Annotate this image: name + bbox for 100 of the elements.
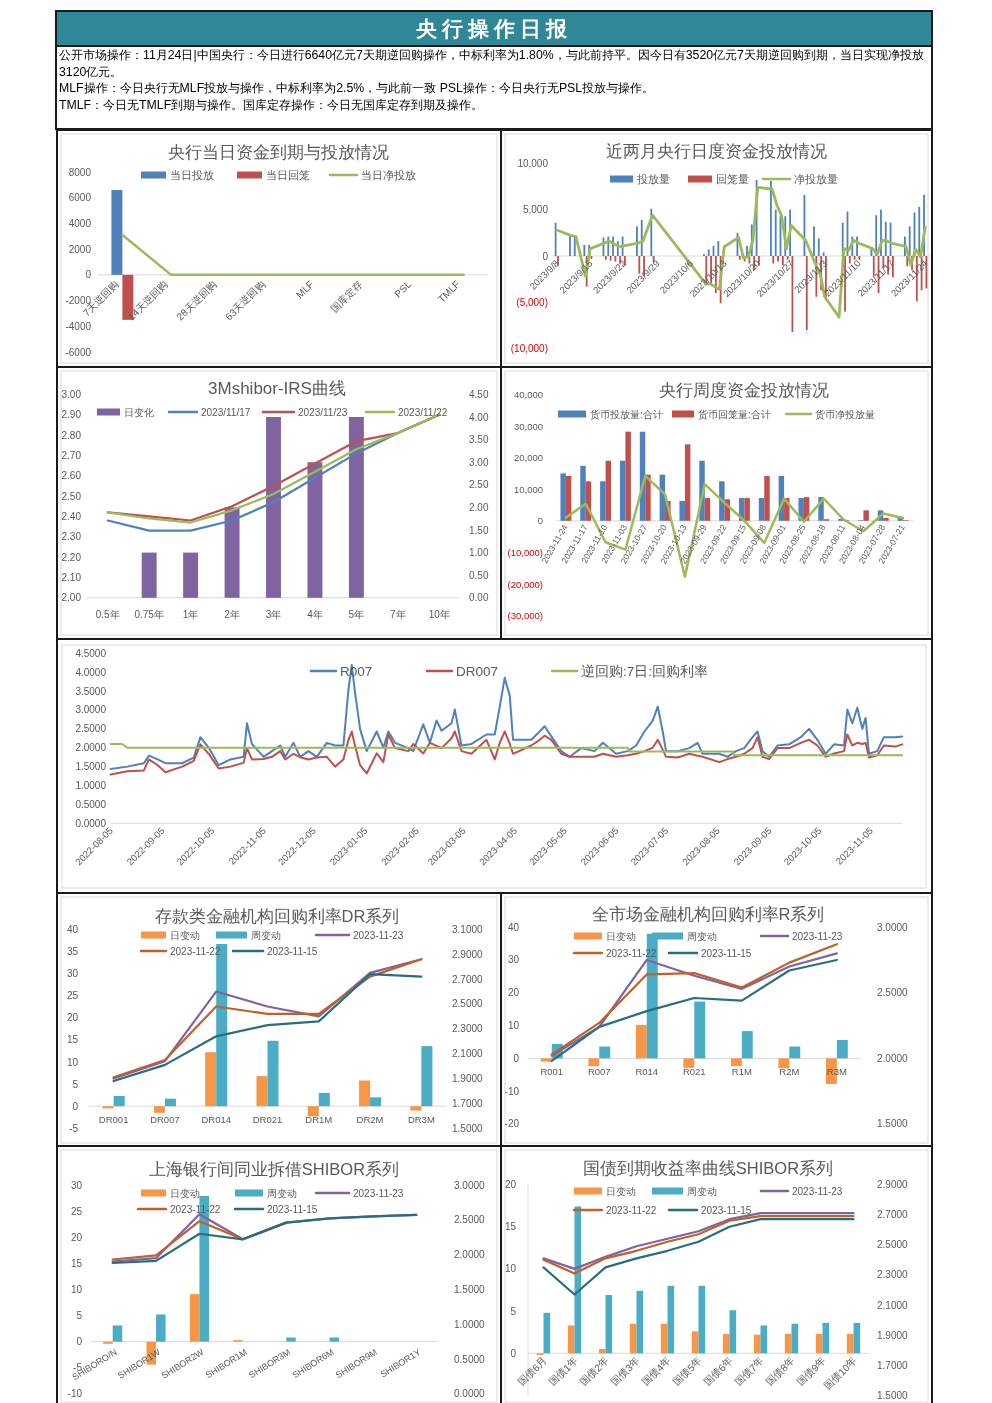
y-tick-label: 10 (507, 1020, 520, 1032)
y2-tick-label: 1.5000 (877, 1390, 909, 1401)
legend-label: 当日投放 (170, 168, 214, 181)
x-tick-label: R1M (731, 1066, 752, 1078)
y2-tick-label: 1.9000 (877, 1329, 909, 1341)
y-tick-label: 4.0000 (75, 666, 107, 678)
y2-tick-label: 2.5000 (877, 1239, 909, 1251)
text: MLF操作：今日央行无MLF投放与操作，中标利率为2.5%，与此前一致 PSL操作：今日央行无PSL投放与操作。 (59, 80, 656, 97)
y-tick-label: 2.40 (61, 510, 82, 522)
y-tick-label: 40 (507, 921, 520, 933)
x-tick-label: DR007 (150, 1114, 180, 1126)
legend-label: 周变动 (267, 1187, 297, 1199)
y2-tick-label: 2.3000 (452, 1023, 484, 1035)
y-tick-label: 30,000 (513, 420, 543, 432)
y-tick-label: 0 (72, 1100, 79, 1112)
y-tick-label: 2.50 (61, 490, 82, 502)
y-tick-label: (5,000) (516, 296, 548, 308)
x-tick-label: R021 (682, 1066, 706, 1078)
y-tick-label: 10 (504, 1263, 517, 1275)
y-tick-label: -10 (504, 1085, 520, 1097)
y-tick-label: 0 (537, 515, 543, 527)
legend-label: 2023-11-23 (792, 930, 843, 942)
x-tick-label: 3年 (265, 608, 282, 620)
y2-tick-label: 1.7000 (452, 1097, 484, 1109)
y-tick-label: 25 (70, 1205, 83, 1217)
y2-tick-label: 1.7000 (877, 1359, 909, 1371)
y-tick-label: (20,000) (507, 578, 543, 590)
y2-tick-label: 1.0000 (454, 1318, 486, 1330)
x-tick-label: R007 (587, 1066, 611, 1078)
y2-tick-label: 0.0000 (454, 1388, 486, 1400)
chart-title: 国债到期收益率曲线SHIBOR系列 (582, 1159, 834, 1177)
x-tick-label: 2年 (224, 608, 240, 620)
x-tick-label: 14天逆回购 (125, 278, 170, 323)
legend-label: 货币回笼量:合计 (698, 408, 771, 420)
y2-tick-label: 3.0000 (877, 921, 909, 933)
y2-tick-label: 2.9000 (452, 948, 484, 960)
legend-label: 回笼量 (716, 172, 749, 185)
y-tick-label: -4000 (65, 320, 92, 332)
y-tick-label: 0 (510, 1347, 517, 1359)
text: 公开市场操作：11月24日|中国央行：今日进行6640亿元7天期逆回购操作，中标利率为1.80%，与此前持平。因今日有3520亿元7天期逆回购到期，当日实现净投放3120亿元。 (59, 47, 925, 81)
chart-title: 近两月央行日度资金投放情况 (605, 142, 827, 161)
y2-tick-label: 1.5000 (454, 1283, 486, 1295)
y-tick-label: 2.10 (61, 571, 82, 583)
chart-title: 3Mshibor-IRS曲线 (208, 379, 346, 398)
x-tick-label: 国债2年 (577, 1354, 611, 1388)
legend-label: 2023-11-15 (267, 945, 318, 957)
y-tick-label: 8000 (68, 166, 92, 178)
y2-tick-label: 2.00 (469, 501, 489, 513)
y-tick-label: 10,000 (513, 483, 543, 495)
y-tick-label: 40,000 (513, 388, 543, 400)
y-tick-label: 2.20 (61, 551, 82, 563)
y2-tick-label: 1.9000 (452, 1073, 484, 1085)
text: TMLF：今日无TMLF到期与操作。国库定存操作：今日无国库定存到期及操作。 (59, 96, 485, 114)
y2-tick-label: 1.5000 (877, 1118, 909, 1130)
legend-label: 2023/11/23 (298, 406, 348, 418)
x-tick-label: 国库定存 (328, 278, 365, 315)
y-tick-label: 2.60 (61, 470, 82, 482)
y-tick-label: 0 (513, 1052, 520, 1064)
y-tick-label: 3.5000 (75, 685, 107, 697)
legend-label: 净投放量 (794, 172, 838, 185)
x-tick-label: 4年 (307, 608, 323, 620)
y-tick-label: 5 (76, 1310, 83, 1322)
x-tick-label: DR3M (407, 1114, 435, 1126)
y-tick-label: 25 (66, 990, 79, 1002)
legend-label: 日变动 (606, 1185, 636, 1197)
x-tick-label: 国债3年 (608, 1354, 642, 1388)
legend-label: 日变动 (606, 930, 636, 942)
y-tick-label: 2.00 (61, 592, 82, 604)
y-tick-label: 4000 (68, 217, 92, 229)
x-tick-label: DR1M (305, 1114, 333, 1126)
y-tick-label: 20,000 (513, 452, 543, 464)
legend-label: 2023-11-23 (792, 1185, 843, 1197)
legend-label: 当日净投放 (361, 168, 416, 181)
y2-tick-label: 3.50 (469, 434, 489, 446)
y-tick-label: 0 (542, 250, 549, 262)
y-tick-label: 15 (70, 1257, 83, 1269)
y2-tick-label: 2.50 (469, 479, 489, 491)
y-tick-label: 5 (510, 1305, 517, 1317)
legend-label: 2023/11/22 (398, 406, 448, 418)
legend-label: 2023-11-15 (701, 1204, 752, 1216)
x-tick-label: R001 (540, 1066, 564, 1078)
y2-tick-label: 2.9000 (877, 1179, 909, 1190)
y-tick-label: 2.70 (61, 449, 82, 461)
x-tick-label: 0.5年 (95, 608, 120, 620)
legend-label: 周变动 (687, 1185, 717, 1197)
y2-tick-label: 2.5000 (452, 998, 484, 1010)
x-tick-label: R2M (779, 1066, 800, 1078)
legend-label: 货币净投放量 (815, 408, 875, 420)
text: 央行操作日报 (416, 17, 572, 40)
legend-label: 逆回购:7日:回购利率 (581, 663, 709, 679)
legend-label: 2023-11-15 (701, 947, 752, 959)
y-tick-label: 5 (72, 1078, 79, 1090)
legend-label: 2023/11/17 (201, 406, 251, 418)
y-tick-label: 10 (70, 1283, 83, 1295)
x-tick-label: 10年 (428, 608, 450, 620)
y-tick-label: 0 (85, 269, 92, 281)
x-tick-label: PSL (392, 278, 414, 300)
y2-tick-label: 2.0000 (877, 1052, 909, 1064)
y-tick-label: -5 (69, 1122, 79, 1134)
y-tick-label: 0.0000 (75, 817, 107, 829)
